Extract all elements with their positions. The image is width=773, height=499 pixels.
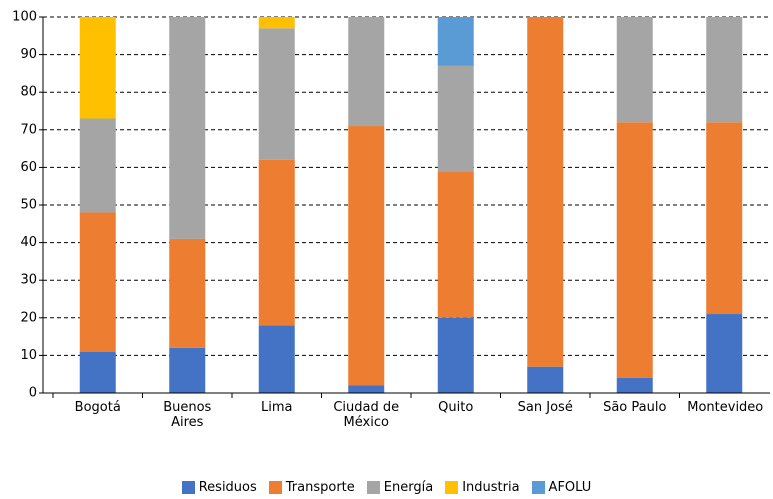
legend-swatch (445, 481, 459, 494)
legend-swatch (268, 481, 282, 494)
legend-swatch (181, 481, 195, 494)
bar-segment (437, 17, 474, 66)
legend-label: Industria (462, 480, 520, 495)
bar-segment (616, 17, 653, 123)
x-tick-label: São Paulo (603, 400, 667, 415)
legend-label: Residuos (198, 480, 257, 495)
bar-segment (79, 351, 116, 393)
legend-label: Energía (383, 480, 434, 495)
x-tick-label: Buenos Aires (163, 400, 212, 430)
y-tick-label: 10 (20, 348, 37, 363)
bar-segment (706, 314, 743, 393)
legend-item: Residuos (181, 480, 257, 495)
legend-item: Energía (366, 480, 434, 495)
bar-segment (258, 325, 295, 393)
x-tick-label: Ciudad de México (333, 400, 400, 430)
bar-segment (706, 17, 743, 123)
y-tick-label: 50 (20, 198, 37, 213)
bar-segment (437, 171, 474, 318)
bar-segment (706, 122, 743, 315)
y-tick-label: 20 (20, 310, 37, 325)
bar-segment (348, 17, 385, 127)
bar-segment (527, 17, 564, 367)
y-tick-label: 30 (20, 273, 37, 288)
bar-segment (258, 28, 295, 160)
y-tick-label: 100 (12, 10, 37, 25)
bar-segment (437, 65, 474, 172)
bar-segment (258, 159, 295, 326)
bar-segment (169, 238, 206, 348)
legend-label: Transporte (285, 480, 355, 495)
x-tick-label: Quito (438, 400, 474, 415)
x-tick-label: Montevideo (687, 400, 764, 415)
legend-label: AFOLU (548, 480, 592, 495)
x-tick-label: San José (517, 400, 573, 415)
bar-segment (616, 122, 653, 378)
plot: 0 10 20 30 40 50 60 70 80 90 100 (12, 10, 770, 401)
x-tick-label: Lima (261, 400, 293, 415)
bar-segment (79, 17, 116, 119)
legend-swatch (366, 481, 380, 494)
bar-segment (169, 17, 206, 239)
y-tick-label: 90 (20, 47, 37, 62)
bar-segment (348, 126, 385, 386)
y-tick-label: 40 (20, 235, 37, 250)
legend: Residuos Transporte Energía Industria AFOLU (0, 480, 773, 495)
bar-segment (437, 317, 474, 393)
bar-segment (527, 366, 564, 393)
legend-item: AFOLU (531, 480, 592, 495)
bar-segment (169, 347, 206, 393)
bar-segment (258, 17, 295, 29)
y-tick-label: 0 (29, 386, 37, 401)
legend-item: Transporte (268, 480, 355, 495)
y-tick-label: 60 (20, 160, 37, 175)
y-tick-label: 80 (20, 85, 37, 100)
bar-segment (616, 377, 653, 393)
x-tick-label: Bogotá (74, 400, 121, 415)
bar-segment (79, 212, 116, 352)
y-tick-label: 70 (20, 122, 37, 137)
legend-swatch (531, 481, 545, 494)
legend-item: Industria (445, 480, 520, 495)
bar-segment (79, 118, 116, 213)
bar-segment (348, 385, 385, 393)
